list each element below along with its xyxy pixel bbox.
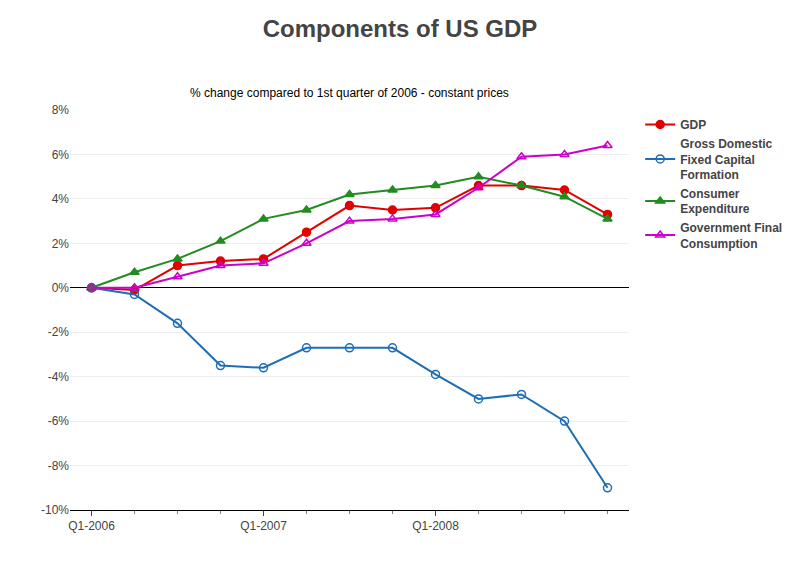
svg-text:Q1-2006: Q1-2006: [68, 519, 115, 533]
svg-text:-2%: -2%: [48, 325, 70, 339]
svg-text:6%: 6%: [52, 148, 70, 162]
svg-text:4%: 4%: [52, 192, 70, 206]
svg-text:Gross DomesticFixed CapitalFor: Gross DomesticFixed CapitalFormation: [680, 137, 772, 182]
svg-text:2%: 2%: [52, 237, 70, 251]
svg-text:-10%: -10%: [41, 503, 69, 517]
svg-text:-4%: -4%: [48, 370, 70, 384]
svg-text:Q1-2007: Q1-2007: [240, 519, 287, 533]
svg-text:Q1-2008: Q1-2008: [412, 519, 459, 533]
svg-text:GDP: GDP: [680, 118, 706, 132]
svg-text:0%: 0%: [52, 281, 70, 295]
svg-text:Government FinalConsumption: Government FinalConsumption: [680, 221, 782, 251]
svg-text:-6%: -6%: [48, 414, 70, 428]
svg-text:ConsumerExpenditure: ConsumerExpenditure: [680, 187, 750, 217]
svg-text:-8%: -8%: [48, 459, 70, 473]
svg-text:8%: 8%: [52, 103, 70, 117]
svg-text:Components of US GDP: Components of US GDP: [263, 15, 538, 42]
svg-text:% change compared to 1st quart: % change compared to 1st quarter of 2006…: [190, 86, 509, 100]
